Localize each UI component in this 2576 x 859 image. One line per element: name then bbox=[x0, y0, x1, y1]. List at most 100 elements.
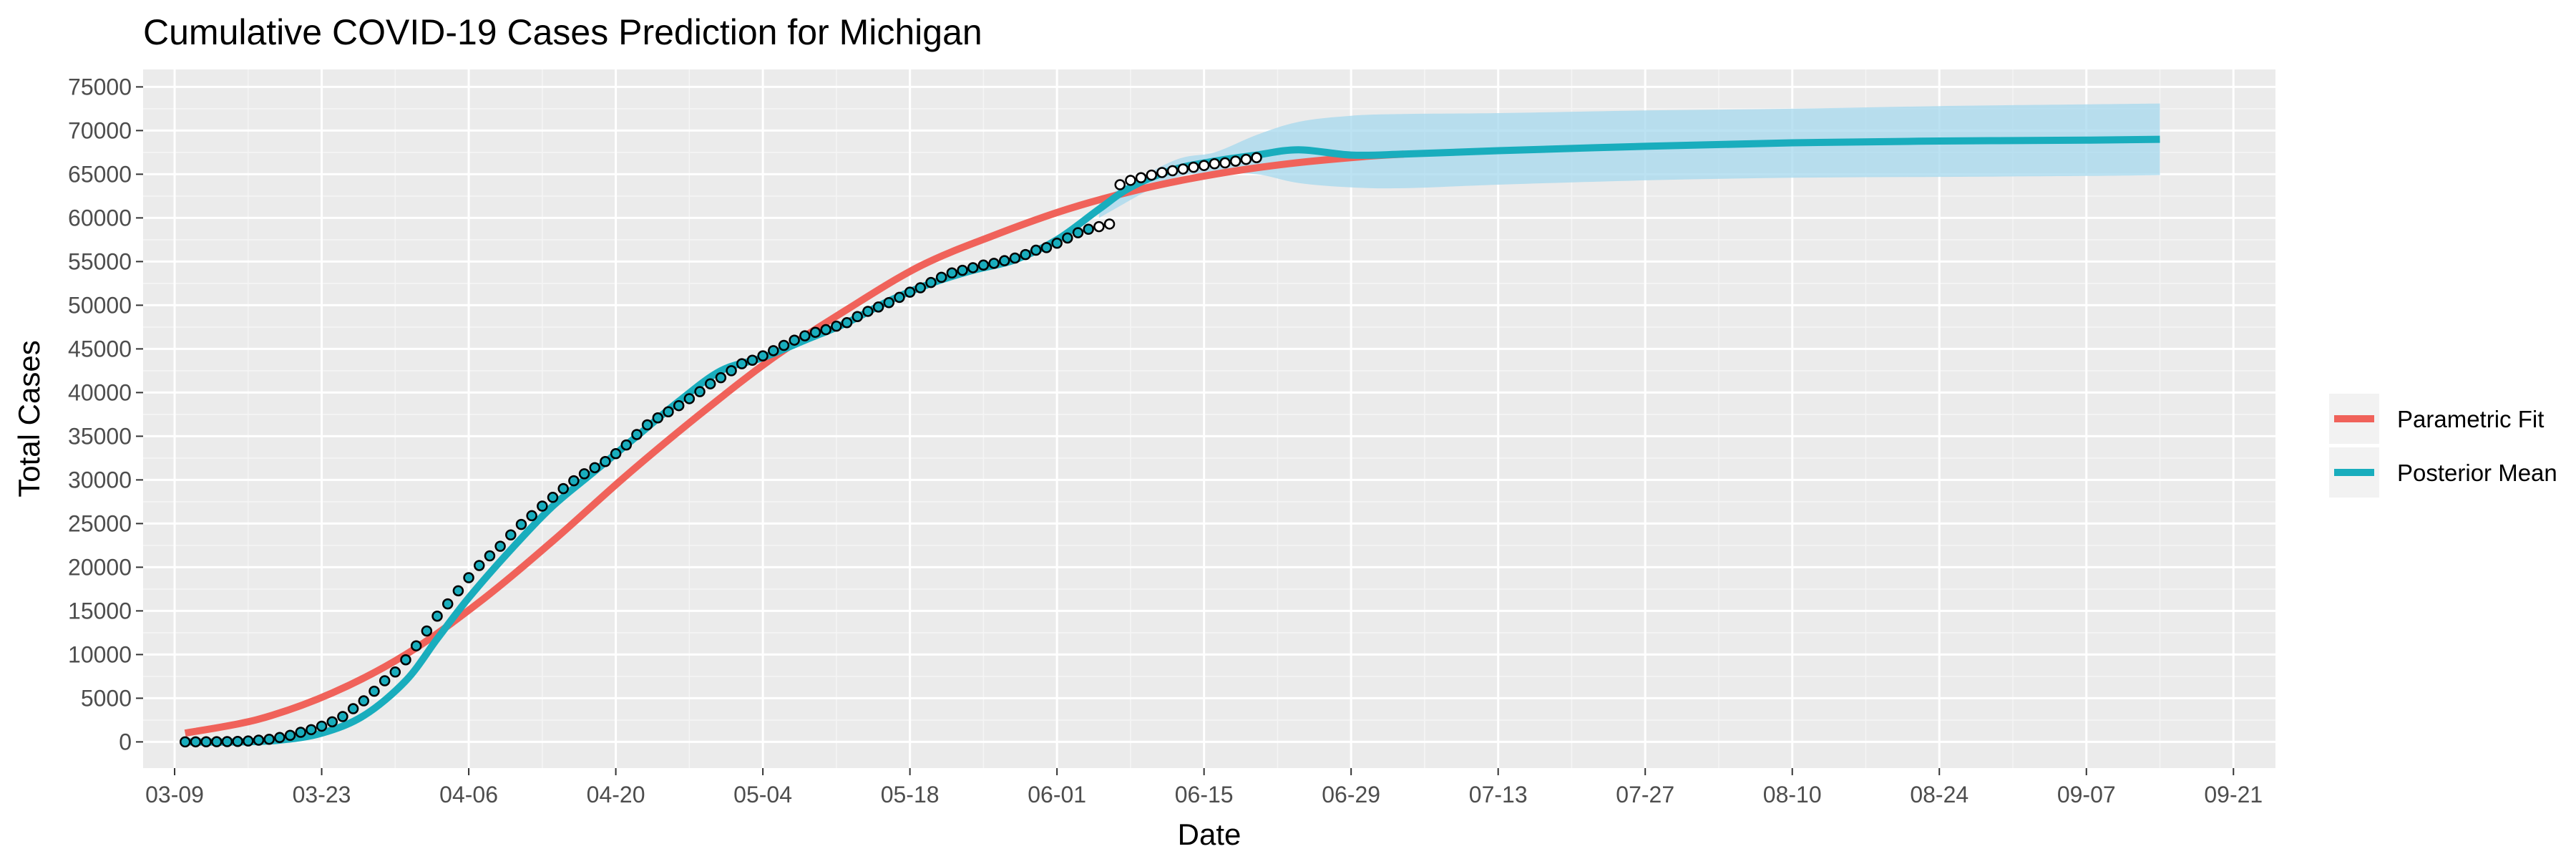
observed-point bbox=[1166, 165, 1179, 177]
observed-point bbox=[1051, 238, 1063, 249]
observed-point bbox=[526, 510, 537, 522]
x-tick-label: 05-04 bbox=[733, 782, 792, 807]
observed-point bbox=[872, 301, 884, 313]
y-tick-label: 40000 bbox=[68, 379, 132, 405]
observed-point bbox=[1209, 158, 1221, 170]
observed-point bbox=[474, 560, 485, 571]
observed-point bbox=[1156, 167, 1168, 178]
y-tick-label: 25000 bbox=[68, 510, 132, 536]
observed-point bbox=[1083, 223, 1094, 236]
observed-point bbox=[410, 640, 422, 651]
observed-point bbox=[441, 598, 454, 610]
observed-point bbox=[484, 550, 496, 562]
x-tick-label: 09-07 bbox=[2057, 782, 2116, 807]
observed-point bbox=[1093, 220, 1105, 233]
observed-point bbox=[463, 572, 474, 583]
observed-point bbox=[946, 267, 958, 279]
chart-title: Cumulative COVID-19 Cases Prediction for… bbox=[143, 12, 982, 52]
x-tick-label: 04-20 bbox=[587, 782, 645, 807]
credible-band-area bbox=[1098, 103, 2160, 218]
legend-label-posterior-mean: Posterior Mean bbox=[2397, 460, 2557, 486]
observed-point bbox=[568, 475, 580, 487]
observed-point bbox=[831, 320, 842, 332]
y-tick-label: 45000 bbox=[68, 336, 132, 361]
x-tick-label: 03-09 bbox=[145, 782, 204, 807]
observed-point bbox=[1062, 232, 1073, 244]
observed-point bbox=[1114, 179, 1126, 190]
observed-point bbox=[757, 350, 769, 361]
observed-points bbox=[179, 152, 1262, 748]
observed-point bbox=[1135, 172, 1147, 184]
observed-point bbox=[1030, 244, 1042, 256]
observed-point bbox=[200, 736, 212, 748]
y-axis: 0 5000 10000 15000 20000 25000 30000 35000 40000… bbox=[68, 74, 143, 754]
y-axis-title: Total Cases bbox=[12, 340, 46, 497]
x-tick-label: 08-10 bbox=[1763, 782, 1822, 807]
observed-point bbox=[369, 685, 380, 697]
y-tick-label: 50000 bbox=[68, 292, 132, 318]
y-tick-label: 10000 bbox=[68, 641, 132, 667]
observed-point bbox=[1103, 218, 1116, 230]
y-tick-label: 20000 bbox=[68, 554, 132, 580]
observed-point bbox=[967, 262, 979, 273]
y-tick-label: 5000 bbox=[81, 685, 132, 711]
y-tick-label: 70000 bbox=[68, 117, 132, 143]
observed-point bbox=[421, 625, 433, 637]
observed-point bbox=[1146, 169, 1158, 181]
observed-point bbox=[610, 448, 622, 460]
observed-point bbox=[211, 736, 223, 747]
legend-label-parametric-fit: Parametric Fit bbox=[2397, 406, 2544, 432]
observed-point bbox=[295, 727, 306, 738]
observed-point bbox=[778, 339, 790, 351]
observed-point bbox=[274, 732, 286, 744]
plot-panel bbox=[143, 69, 2275, 768]
observed-point bbox=[852, 311, 863, 323]
observed-point bbox=[1229, 155, 1241, 167]
observed-point bbox=[337, 711, 348, 722]
observed-point bbox=[988, 258, 1000, 269]
y-tick-label: 0 bbox=[119, 729, 132, 754]
observed-point bbox=[452, 585, 464, 597]
observed-point bbox=[389, 666, 401, 678]
observed-point bbox=[284, 729, 296, 741]
observed-point bbox=[505, 529, 517, 541]
observed-point bbox=[820, 324, 831, 336]
observed-point bbox=[1009, 252, 1021, 264]
observed-point bbox=[221, 736, 233, 747]
observed-point bbox=[894, 291, 905, 304]
x-tick-label: 06-29 bbox=[1322, 782, 1380, 807]
observed-point bbox=[578, 468, 590, 480]
observed-point bbox=[547, 492, 559, 503]
observed-point bbox=[799, 330, 811, 341]
x-tick-label: 03-23 bbox=[293, 782, 351, 807]
observed-point bbox=[914, 282, 927, 293]
grid-minor bbox=[143, 69, 2275, 768]
observed-point bbox=[1020, 248, 1031, 261]
observed-point bbox=[726, 365, 737, 377]
observed-point bbox=[537, 500, 548, 512]
observed-point bbox=[358, 695, 370, 707]
observed-point bbox=[494, 540, 506, 552]
observed-point bbox=[809, 326, 821, 338]
observed-point bbox=[316, 720, 328, 732]
x-tick-label: 09-21 bbox=[2204, 782, 2263, 807]
observed-point bbox=[925, 276, 937, 288]
observed-point bbox=[232, 736, 243, 747]
x-axis-title: Date bbox=[1178, 817, 1241, 851]
observed-point bbox=[263, 733, 275, 745]
x-tick-label: 07-27 bbox=[1616, 782, 1674, 807]
y-tick-label: 15000 bbox=[68, 598, 132, 623]
observed-point bbox=[620, 439, 633, 451]
observed-point bbox=[347, 703, 359, 714]
observed-point bbox=[431, 610, 443, 622]
y-tick-label: 55000 bbox=[68, 248, 132, 274]
observed-point bbox=[736, 358, 748, 369]
y-tick-label: 65000 bbox=[68, 161, 132, 187]
x-tick-label: 05-18 bbox=[881, 782, 940, 807]
observed-point bbox=[326, 716, 338, 728]
observed-point bbox=[1177, 163, 1189, 175]
legend: Parametric Fit Posterior Mean bbox=[2329, 394, 2557, 498]
x-tick-label: 06-01 bbox=[1028, 782, 1086, 807]
observed-point bbox=[641, 419, 653, 431]
x-tick-label: 08-24 bbox=[1910, 782, 1968, 807]
